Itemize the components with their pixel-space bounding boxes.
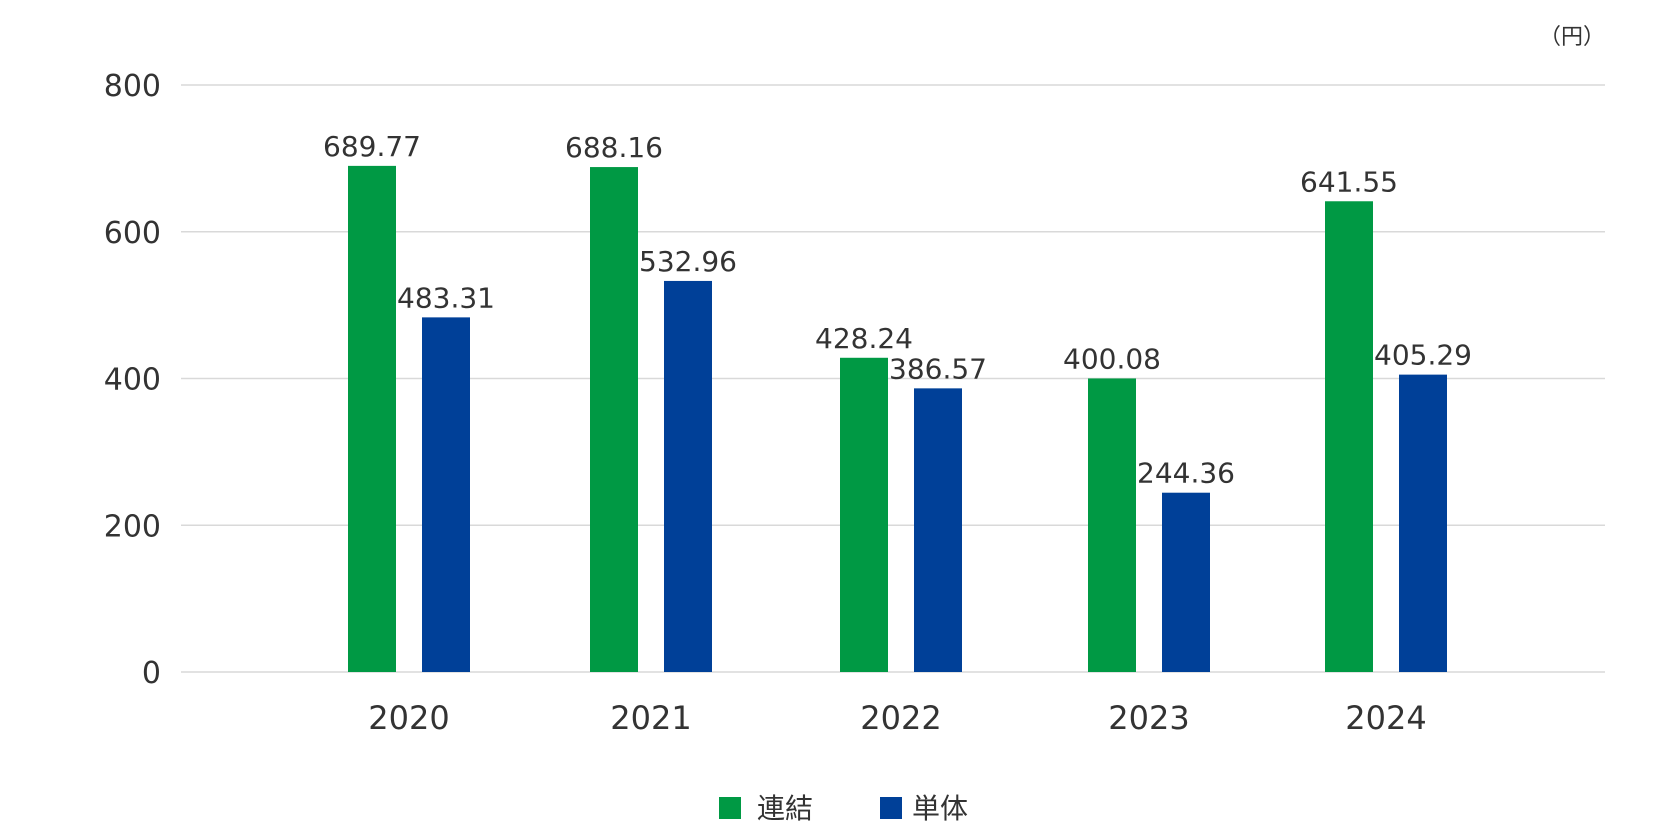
y-tick-label: 0 — [142, 656, 161, 691]
data-labels: 689.77 688.16 428.24 400.08 641.55 483.31 532.… — [323, 130, 1472, 490]
y-tick-label: 600 — [104, 216, 161, 251]
legend-swatch-renketsu — [719, 797, 741, 819]
data-label: 483.31 — [397, 281, 495, 314]
bar-tantai-2024 — [1399, 374, 1447, 672]
bar-tantai-2020 — [422, 317, 470, 672]
bar-renketsu-2020 — [348, 165, 396, 672]
data-label: 641.55 — [1300, 165, 1398, 198]
legend-swatch-tantai — [880, 797, 902, 819]
data-label: 244.36 — [1137, 457, 1235, 490]
x-tick-label: 2022 — [860, 699, 941, 737]
x-tick-label: 2023 — [1108, 699, 1189, 737]
data-label: 532.96 — [639, 245, 737, 278]
bars — [348, 165, 1447, 672]
x-tick-label: 2024 — [1345, 699, 1426, 737]
y-tick-label: 200 — [104, 509, 161, 544]
legend: 連結 単体 — [719, 792, 968, 825]
bar-renketsu-2022 — [840, 357, 888, 672]
bar-renketsu-2024 — [1325, 201, 1373, 672]
data-label: 405.29 — [1374, 339, 1472, 372]
y-axis-tick-labels: 0 200 400 600 800 — [104, 69, 161, 691]
data-label: 689.77 — [323, 130, 421, 163]
y-tick-label: 800 — [104, 69, 161, 104]
data-label: 400.08 — [1063, 342, 1161, 375]
data-label: 386.57 — [889, 352, 987, 385]
x-tick-label: 2020 — [368, 699, 449, 737]
legend-label-tantai: 単体 — [912, 792, 968, 825]
data-label: 688.16 — [565, 131, 663, 164]
y-tick-label: 400 — [104, 363, 161, 398]
x-axis-category-labels: 2020 2021 2022 2023 2024 — [368, 699, 1426, 737]
bar-renketsu-2023 — [1088, 378, 1136, 672]
bar-tantai-2023 — [1162, 492, 1210, 672]
x-tick-label: 2021 — [610, 699, 691, 737]
bar-tantai-2022 — [914, 388, 962, 672]
legend-label-renketsu: 連結 — [757, 792, 813, 825]
bar-renketsu-2021 — [590, 167, 638, 672]
bar-tantai-2021 — [664, 280, 712, 672]
unit-label: （円） — [1539, 25, 1605, 50]
data-label: 428.24 — [815, 322, 913, 355]
